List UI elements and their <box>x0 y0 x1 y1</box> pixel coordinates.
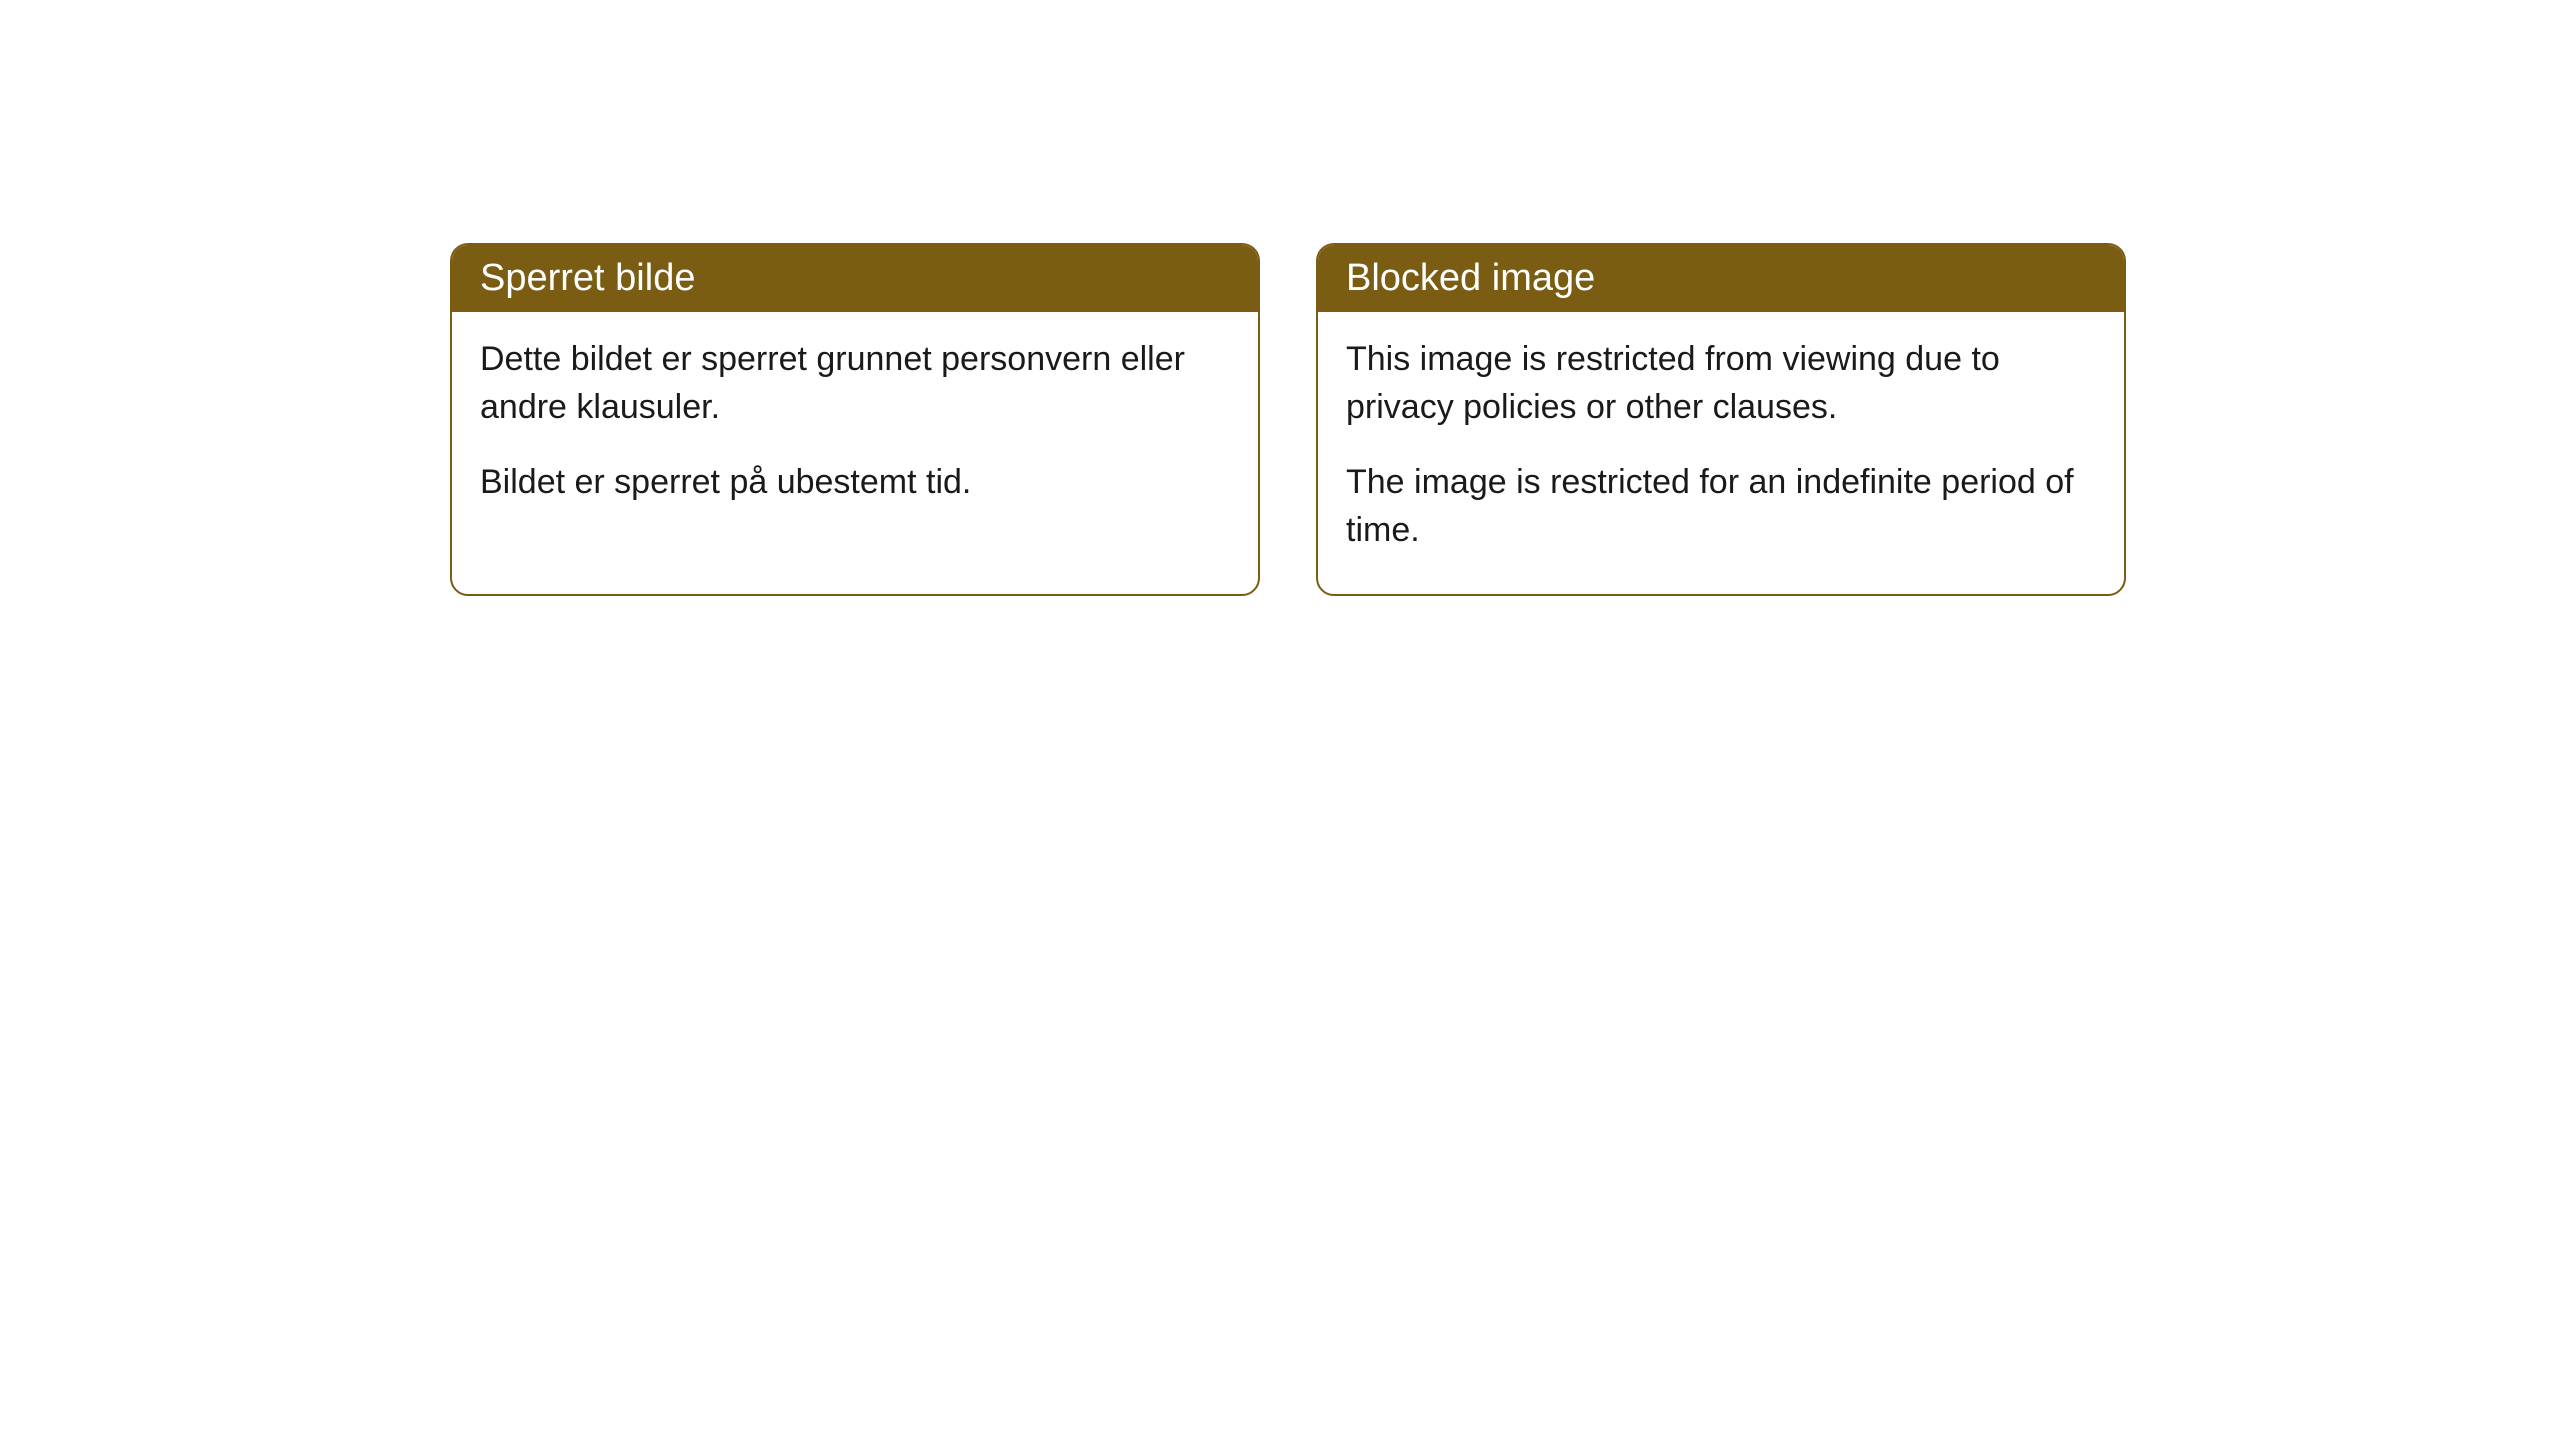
notice-card-no: Sperret bilde Dette bildet er sperret gr… <box>450 243 1260 596</box>
card-title-no: Sperret bilde <box>480 257 695 299</box>
card-title-en: Blocked image <box>1346 257 1595 299</box>
card-paragraph-en-2: The image is restricted for an indefinit… <box>1346 459 2096 554</box>
notice-card-en: Blocked image This image is restricted f… <box>1316 243 2126 596</box>
notice-cards-container: Sperret bilde Dette bildet er sperret gr… <box>450 243 2126 596</box>
card-header-en: Blocked image <box>1318 245 2124 312</box>
card-paragraph-no-2: Bildet er sperret på ubestemt tid. <box>480 459 1230 507</box>
card-paragraph-no-1: Dette bildet er sperret grunnet personve… <box>480 336 1230 431</box>
card-body-en: This image is restricted from viewing du… <box>1318 312 2124 594</box>
card-paragraph-en-1: This image is restricted from viewing du… <box>1346 336 2096 431</box>
card-header-no: Sperret bilde <box>452 245 1258 312</box>
card-body-no: Dette bildet er sperret grunnet personve… <box>452 312 1258 547</box>
